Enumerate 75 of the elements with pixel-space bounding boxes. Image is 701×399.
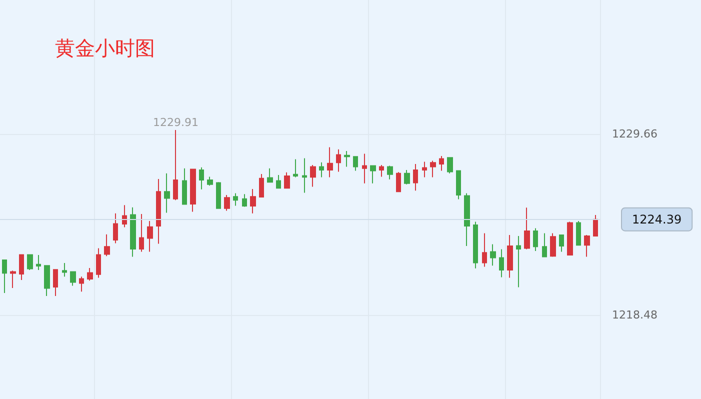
candlestick: [19, 254, 24, 281]
candlestick: [233, 192, 238, 206]
candlestick: [224, 194, 230, 212]
candlestick: [353, 156, 358, 172]
candlestick: [447, 157, 453, 174]
candlestick: [302, 158, 307, 194]
candlestick: [182, 168, 187, 205]
candlestick: [147, 220, 153, 252]
y-tick-label: 1218.48: [612, 308, 658, 322]
candlestick: [259, 174, 264, 198]
candlestick: [139, 213, 144, 252]
candlestick: [473, 221, 478, 269]
text: 黄金小时图: [55, 38, 155, 60]
candlestick: [542, 232, 547, 258]
candlestick: [379, 164, 384, 178]
candlestick: [499, 248, 504, 278]
candlestick: [79, 276, 84, 292]
candlestick: [464, 192, 470, 247]
candlestick: [422, 161, 427, 178]
candlestick: [413, 163, 418, 192]
candlestick: [344, 150, 350, 168]
candlestick: [104, 234, 110, 257]
candlestick: [87, 268, 93, 282]
candlestick: [2, 259, 7, 294]
candlestick: [250, 188, 256, 214]
candlestick: [387, 165, 393, 180]
candlestick: [190, 168, 196, 212]
candlestick: [456, 170, 461, 200]
candlestick: [62, 262, 67, 278]
candlestick: [524, 207, 530, 250]
candlestick: [404, 169, 410, 185]
candlestick: [567, 221, 573, 256]
candlestick: [164, 172, 170, 214]
candlestick: [44, 265, 50, 297]
candlestick: [507, 234, 513, 278]
candlestick: [156, 178, 161, 244]
candlestick: [550, 232, 556, 258]
candlestick: [310, 164, 316, 188]
candlestick: [559, 234, 564, 252]
candlestick: [27, 254, 33, 270]
candlestick: [36, 254, 41, 270]
candlestick: [276, 174, 281, 189]
y-tick-label: 1229.66: [612, 128, 658, 141]
candlestick: [490, 244, 496, 266]
candlestick: [53, 269, 58, 297]
candlestick: [70, 271, 76, 286]
candlestick: [173, 129, 178, 201]
candlestick: [576, 220, 581, 246]
candlestick: [113, 212, 118, 244]
candlestick: [430, 160, 436, 178]
candlestick: [284, 172, 290, 189]
candlestick: [327, 146, 333, 178]
candlestick: [370, 165, 376, 184]
candlestick: [242, 194, 247, 208]
candlestick: [336, 148, 341, 172]
candlestick: [267, 168, 273, 183]
candlestick: [216, 182, 221, 209]
candlestick: [319, 162, 324, 178]
candlestick: [10, 270, 16, 288]
candlestick: [362, 153, 367, 184]
candlestick: [396, 172, 401, 192]
candlestick: [593, 214, 598, 236]
candlestick: [199, 166, 204, 190]
ref-line-label: 1224.39: [632, 212, 682, 226]
candlestick: [439, 156, 444, 172]
candlestick: [482, 232, 487, 268]
candlestick: [122, 204, 127, 228]
candlestick: [533, 228, 538, 252]
candlestick: [516, 236, 521, 288]
candlestick: [130, 206, 136, 258]
annotation: 1229.91: [152, 116, 198, 129]
candlestick: [207, 176, 213, 186]
candlestick: [584, 234, 590, 258]
candlestick: [293, 158, 298, 178]
candlestick: [96, 248, 101, 278]
